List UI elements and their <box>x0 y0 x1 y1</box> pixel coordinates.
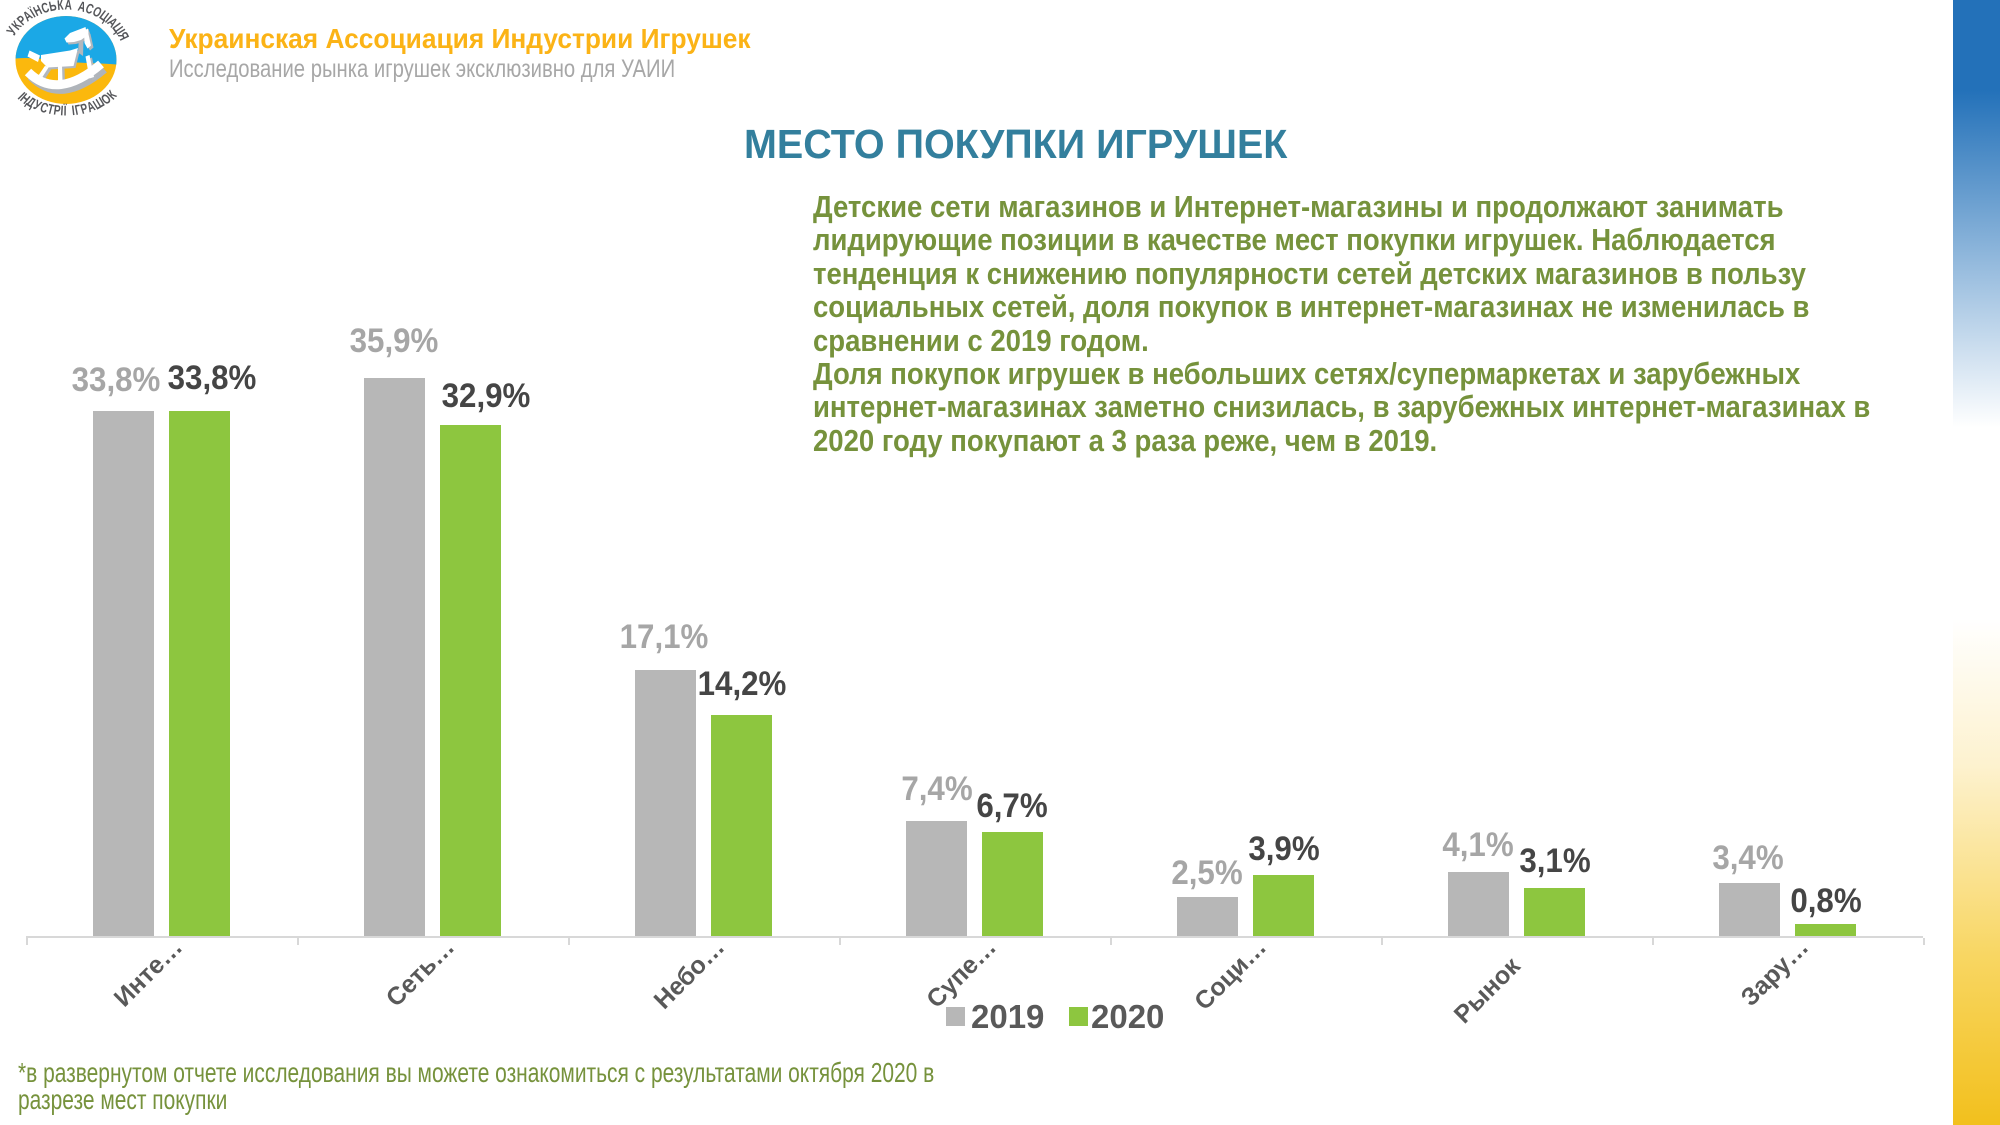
svg-text:К: К <box>57 0 65 13</box>
svg-text:Р: Р <box>53 102 62 119</box>
svg-text:Ї: Ї <box>63 102 67 119</box>
svg-text:А: А <box>76 0 87 15</box>
svg-text:І: І <box>113 27 128 38</box>
svg-text:Ь: Ь <box>47 0 58 15</box>
svg-text:А: А <box>64 0 72 13</box>
svg-text:Т: Т <box>46 101 56 118</box>
svg-text:І: І <box>71 102 76 118</box>
svg-text:Г: Г <box>74 102 83 119</box>
svg-text:І: І <box>60 103 64 119</box>
svg-text:Р: Р <box>79 100 90 117</box>
